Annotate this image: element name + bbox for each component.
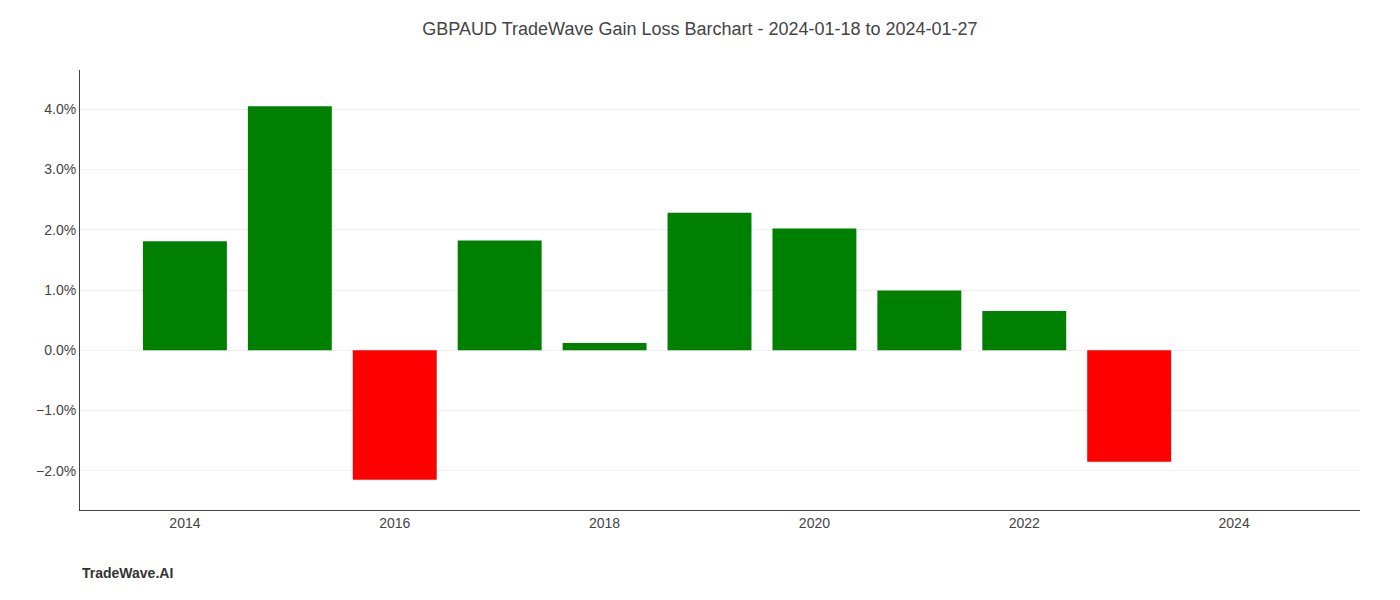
- svg-text:2016: 2016: [379, 515, 410, 531]
- svg-text:1.0%: 1.0%: [44, 282, 76, 298]
- svg-text:GBPAUD TradeWave Gain Loss Bar: GBPAUD TradeWave Gain Loss Barchart - 20…: [422, 19, 977, 39]
- svg-text:2014: 2014: [169, 515, 200, 531]
- svg-text:−1.0%: −1.0%: [36, 402, 76, 418]
- svg-text:2022: 2022: [1009, 515, 1040, 531]
- svg-text:2018: 2018: [589, 515, 620, 531]
- svg-text:4.0%: 4.0%: [44, 101, 76, 117]
- svg-text:3.0%: 3.0%: [44, 161, 76, 177]
- svg-text:2024: 2024: [1219, 515, 1250, 531]
- svg-text:2.0%: 2.0%: [44, 222, 76, 238]
- svg-text:TradeWave.AI: TradeWave.AI: [82, 565, 173, 581]
- svg-text:−2.0%: −2.0%: [36, 463, 76, 479]
- svg-text:0.0%: 0.0%: [44, 342, 76, 358]
- svg-text:2020: 2020: [799, 515, 830, 531]
